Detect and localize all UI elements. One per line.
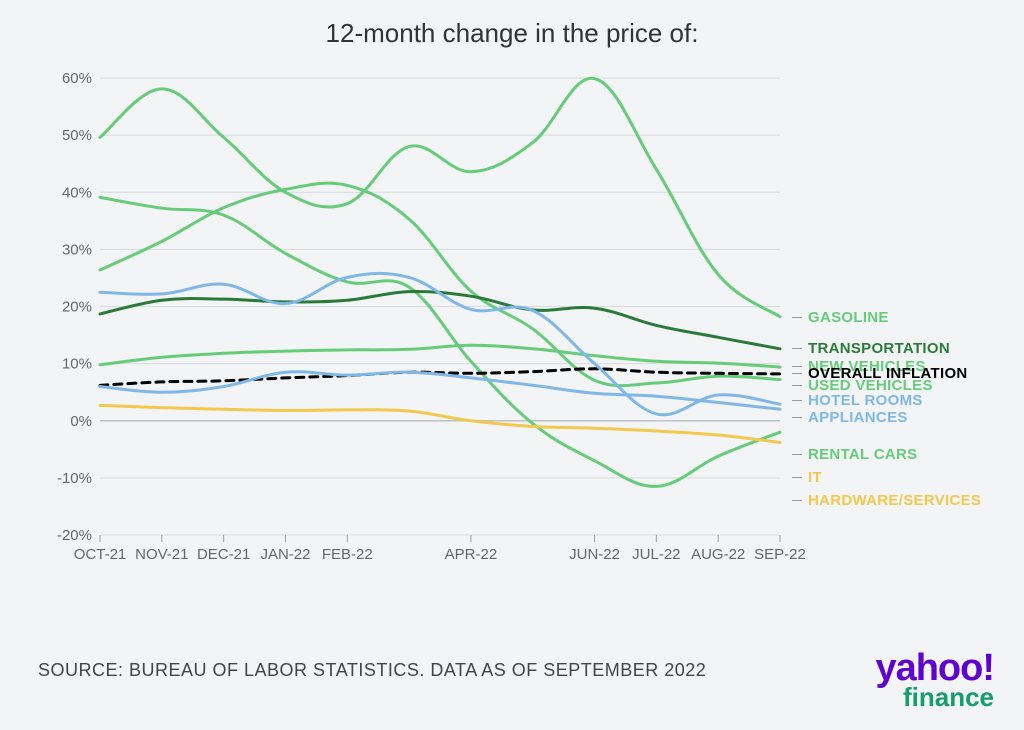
legend-item-transportation: TRANSPORTATION bbox=[792, 340, 950, 357]
legend-tick-icon bbox=[792, 477, 802, 478]
series-rental_cars bbox=[100, 197, 780, 486]
x-tick-label: DEC-21 bbox=[197, 546, 250, 563]
y-tick-label: 30% bbox=[62, 241, 92, 258]
x-tick-label: JAN-22 bbox=[260, 546, 310, 563]
series-appliances bbox=[100, 372, 780, 410]
x-tick-label: JUL-22 bbox=[632, 546, 680, 563]
x-tick-label: AUG-22 bbox=[691, 546, 745, 563]
legend-tick-icon bbox=[792, 417, 802, 418]
legend-item-it: IT bbox=[792, 469, 822, 486]
legend-item-hotel: HOTEL ROOMS bbox=[792, 392, 923, 409]
y-tick-label: 50% bbox=[62, 127, 92, 144]
legend-tick-icon bbox=[792, 317, 802, 318]
legend-tick-icon bbox=[792, 385, 802, 386]
legend-item-rental_cars: RENTAL CARS bbox=[792, 446, 917, 463]
legend-tick-icon bbox=[792, 500, 802, 501]
y-tick-label: -20% bbox=[57, 527, 92, 544]
series-gasoline bbox=[100, 78, 780, 317]
legend-block: GASOLINETRANSPORTATIONNEW VEHICLESOVERAL… bbox=[792, 70, 1017, 570]
x-tick-label: APR-22 bbox=[445, 546, 498, 563]
chart-plot-area: -20% -10% 0% 10% 20% 30% 40% 50% 60% OCT-21 NOV-21… bbox=[55, 70, 785, 570]
y-tick-label: 0% bbox=[70, 413, 92, 430]
x-tick-label: FEB-22 bbox=[322, 546, 373, 563]
legend-item-gasoline: GASOLINE bbox=[792, 309, 889, 326]
legend-label: APPLIANCES bbox=[808, 409, 908, 426]
legend-label: RENTAL CARS bbox=[808, 446, 917, 463]
legend-label: HOTEL ROOMS bbox=[808, 392, 923, 409]
legend-tick-icon bbox=[792, 373, 802, 374]
legend-item-appliances: APPLIANCES bbox=[792, 409, 908, 426]
legend-item-hw_services: HARDWARE/SERVICES bbox=[792, 492, 981, 509]
y-tick-label: 60% bbox=[62, 70, 92, 87]
legend-tick-icon bbox=[792, 348, 802, 349]
legend-label: IT bbox=[808, 469, 822, 486]
y-tick-label: 40% bbox=[62, 184, 92, 201]
legend-tick-icon bbox=[792, 454, 802, 455]
chart-title: 12-month change in the price of: bbox=[0, 18, 1024, 49]
legend-label: GASOLINE bbox=[808, 309, 889, 326]
series-overall bbox=[100, 369, 780, 386]
y-tick-label: -10% bbox=[57, 470, 92, 487]
legend-tick-icon bbox=[792, 400, 802, 401]
brand-logo: yahoo! finance bbox=[875, 652, 994, 710]
legend-label: TRANSPORTATION bbox=[808, 340, 950, 357]
x-tick-label: JUN-22 bbox=[569, 546, 620, 563]
y-tick-label: 10% bbox=[62, 356, 92, 373]
series-hotel bbox=[100, 273, 780, 414]
source-attribution: SOURCE: BUREAU OF LABOR STATISTICS. DATA… bbox=[38, 660, 706, 681]
x-tick-label: OCT-21 bbox=[74, 546, 127, 563]
x-tick-label: NOV-21 bbox=[135, 546, 188, 563]
y-tick-label: 20% bbox=[62, 299, 92, 316]
legend-label: HARDWARE/SERVICES bbox=[808, 492, 981, 509]
